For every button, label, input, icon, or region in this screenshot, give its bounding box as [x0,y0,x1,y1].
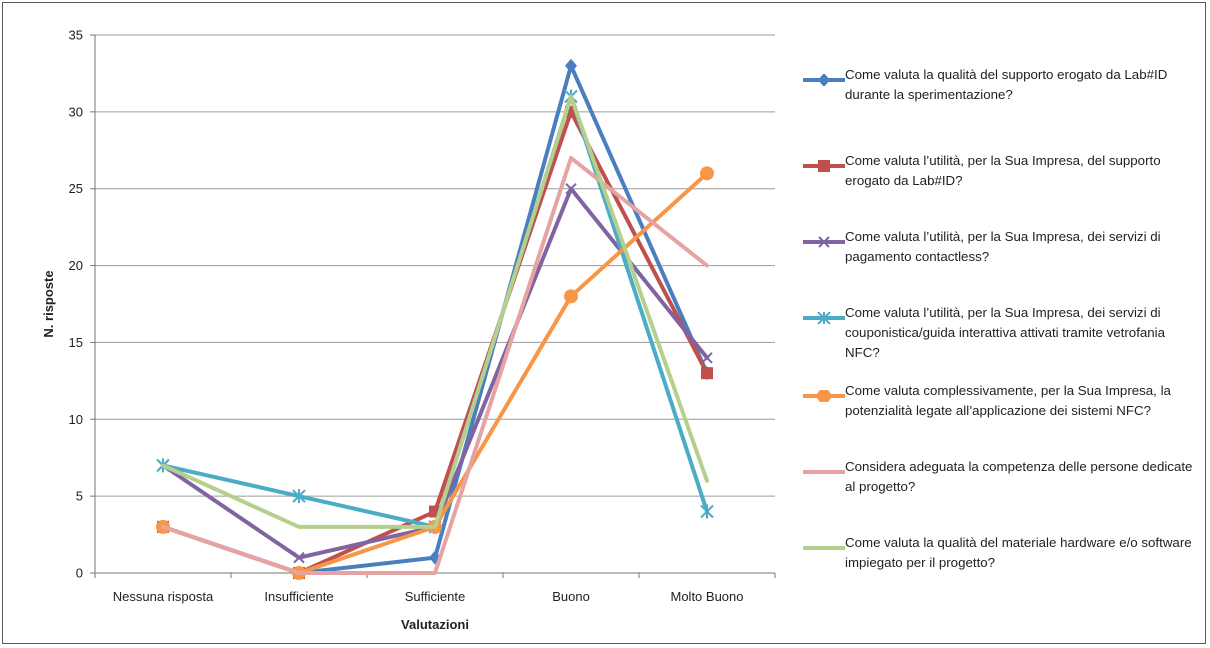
legend-marker [817,390,831,402]
legend-label: Come valuta l’utilità, per la Sua Impres… [845,305,1166,360]
x-tick-label: Buono [552,589,590,604]
x-tick-label: Insufficiente [264,589,333,604]
y-tick-label: 25 [69,181,83,196]
legend-swatch [803,546,845,550]
legend-item-2: Come valuta l’utilità, per la Sua Impres… [803,151,1203,201]
series-line-1 [161,63,709,575]
legend-label: Come valuta la qualità del materiale har… [845,535,1192,570]
legend-marker [818,74,830,86]
legend-item-1: Come valuta la qualità del supporto erog… [803,65,1203,115]
y-tick-label: 20 [69,258,83,273]
data-point [701,367,713,380]
y-tick-label: 5 [76,489,83,504]
x-tick-label: Nessuna risposta [113,589,214,604]
x-axis-label: Valutazioni [401,617,469,632]
legend-swatch [803,312,845,324]
y-tick-label: 15 [69,335,83,350]
legend-swatch [803,470,845,474]
legend-item-6: Considera adeguata la competenza delle p… [803,457,1203,507]
legend-swatch [803,74,845,86]
legend-marker [818,236,830,248]
x-tick-label: Molto Buono [671,589,744,604]
legend-item-7: Come valuta la qualità del materiale har… [803,533,1203,583]
y-tick-label: 35 [69,28,83,43]
y-tick-label: 30 [69,104,83,119]
data-point [700,504,714,519]
legend-marker [818,160,830,172]
series-7 [161,94,709,529]
y-tick-label: 0 [76,566,83,581]
data-point [701,352,713,364]
data-point [292,489,306,504]
line-chart: 0 5 10 15 20 25 30 35 Nessuna risposta Insufficie… [41,28,776,632]
data-point [565,58,577,73]
data-point [700,166,714,181]
legend-item-3: Come valuta l’utilità, per la Sua Impres… [803,227,1203,277]
data-point [293,551,305,564]
series-line-7 [161,94,709,529]
legend-item-4: Come valuta l’utilità, per la Sua Impres… [803,303,1203,360]
series-4 [156,89,714,534]
legend-label: Come valuta la qualità del supporto erog… [845,67,1168,102]
legend-swatch [803,236,845,248]
legend-marker [817,312,831,324]
legend-label: Come valuta complessivamente, per la Sua… [845,383,1171,418]
y-tick-label: 10 [69,412,83,427]
legend-label: Come valuta l’utilità, per la Sua Impres… [845,229,1161,264]
legend-swatch [803,390,845,402]
series-line-6 [161,155,709,575]
data-point [565,183,577,195]
series-line-4 [161,94,709,529]
legend-item-5: Come valuta complessivamente, per la Sua… [803,381,1203,431]
x-tick-label: Sufficiente [405,589,465,604]
series-6 [161,155,709,575]
data-point [564,289,578,304]
y-axis-label: N. risposte [41,270,56,337]
legend-label: Come valuta l’utilità, per la Sua Impres… [845,153,1161,188]
legend-swatch [803,160,845,172]
legend-label: Considera adeguata la competenza delle p… [845,459,1193,494]
